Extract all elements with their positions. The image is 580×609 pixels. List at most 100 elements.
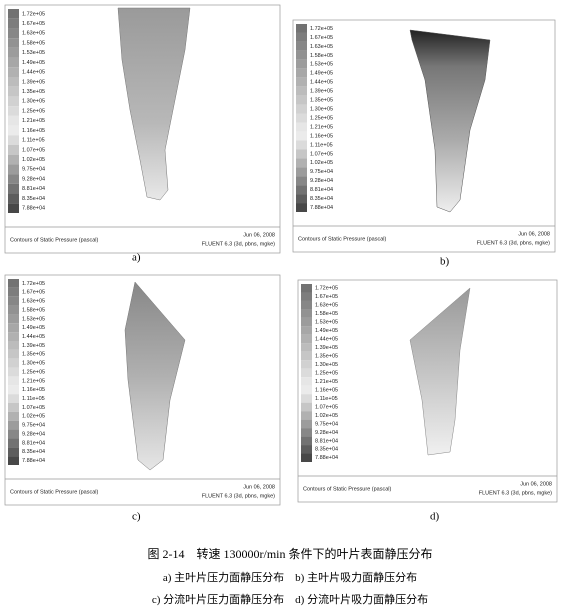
colorbar-label: 1.07e+05 [315, 404, 338, 410]
colorbar-swatch [301, 292, 312, 301]
colorbar-swatch [8, 403, 19, 412]
colorbar-label: 7.88e+04 [22, 458, 45, 464]
panel-label: c) [132, 511, 141, 523]
colorbar-label: 1.49e+05 [22, 60, 45, 66]
blade-contour [409, 287, 471, 456]
colorbar-swatch [296, 149, 307, 159]
colorbar-label: 1.11e+05 [315, 396, 338, 402]
colorbar-label: 1.35e+05 [22, 89, 45, 95]
colorbar-label: 1.11e+05 [22, 396, 45, 402]
colorbar-label: 1.72e+05 [310, 26, 333, 32]
footer-solver: FLUENT 6.3 (3d, pbns, mgke) [477, 240, 550, 246]
colorbar-swatch [8, 296, 19, 306]
caption-line: c) 分流叶片压力面静压分布 d) 分流叶片吸力面静压分布 [151, 594, 429, 606]
colorbar-label: 1.39e+05 [22, 343, 45, 349]
colorbar-label: 1.30e+05 [22, 361, 45, 367]
colorbar-swatch [301, 394, 312, 403]
footer-title: Contours of Static Pressure (pascal) [303, 486, 392, 492]
colorbar-label: 1.25e+05 [22, 108, 45, 114]
colorbar-swatch [296, 131, 307, 141]
colorbar-swatch [8, 164, 19, 175]
colorbar-label: 1.53e+05 [22, 50, 45, 56]
colorbar-swatch [296, 68, 307, 78]
colorbar-label: 1.58e+05 [310, 53, 333, 59]
colorbar-swatch [8, 47, 19, 58]
colorbar-swatch [301, 411, 312, 420]
panel-label: b) [440, 256, 450, 268]
blade-contour [124, 281, 186, 471]
colorbar-swatch [8, 174, 19, 184]
colorbar-swatch [296, 86, 307, 96]
colorbar-swatch [296, 59, 307, 69]
colorbar-label: 1.25e+05 [22, 369, 45, 375]
colorbar-swatch [296, 140, 307, 150]
colorbar-label: 7.88e+04 [310, 205, 333, 211]
colorbar-swatch [8, 314, 19, 324]
panel-frame [4, 274, 281, 506]
colorbar-label: 9.28e+04 [22, 176, 45, 182]
colorbar-label: 1.49e+05 [315, 328, 338, 334]
footer-title: Contours of Static Pressure (pascal) [10, 237, 99, 243]
colorbar-label: 1.25e+05 [310, 115, 333, 121]
caption-line: a) 主叶片压力面静压分布 b) 主叶片吸力面静压分布 [162, 572, 418, 584]
colorbar-label: 1.02e+05 [22, 157, 45, 163]
colorbar-label: 1.16e+05 [22, 387, 45, 393]
colorbar-label: 8.81e+04 [22, 186, 45, 192]
colorbar-swatch [301, 377, 312, 386]
footer-solver: FLUENT 6.3 (3d, pbns, mgke) [479, 490, 552, 496]
colorbar-swatch [8, 28, 19, 39]
colorbar-label: 8.35e+04 [310, 196, 333, 202]
colorbar-swatch [8, 323, 19, 333]
colorbar-swatch [8, 385, 19, 395]
colorbar-label: 1.11e+05 [310, 142, 333, 148]
panel-frame [292, 19, 556, 253]
colorbar-swatch [8, 394, 19, 403]
colorbar-label: 1.49e+05 [310, 71, 333, 77]
colorbar-label: 1.21e+05 [315, 379, 338, 385]
colorbar-label: 9.75e+04 [22, 423, 45, 429]
colorbar-swatch [296, 185, 307, 195]
colorbar-label: 9.28e+04 [315, 430, 338, 436]
colorbar-swatch [8, 438, 19, 448]
colorbar-swatch [8, 135, 19, 145]
colorbar-label: 1.63e+05 [22, 299, 45, 305]
colorbar-label: 8.35e+04 [22, 449, 45, 455]
figure-panels: 1.72e+05 1.67e+05 1.63e+05 1.58e+05 1.53e+05… [4, 4, 558, 523]
colorbar-swatch [8, 287, 19, 297]
colorbar-swatch [301, 419, 312, 429]
colorbar-label: 9.75e+04 [310, 169, 333, 175]
colorbar-label: 1.44e+05 [22, 70, 45, 76]
colorbar-label: 1.21e+05 [310, 124, 333, 130]
colorbar-swatch [301, 334, 312, 344]
colorbar-swatch [8, 305, 19, 315]
footer-solver: FLUENT 6.3 (3d, pbns, mgke) [202, 493, 275, 499]
colorbar-swatch [8, 86, 19, 97]
colorbar-swatch [296, 158, 307, 168]
colorbar-label: 1.58e+05 [315, 311, 338, 317]
colorbar-swatch [8, 349, 19, 359]
colorbar-swatch [8, 183, 19, 194]
colorbar-swatch [301, 402, 312, 412]
colorbar-swatch [296, 104, 307, 114]
colorbar-swatch [301, 300, 312, 310]
colorbar-label: 1.30e+05 [310, 107, 333, 113]
colorbar-swatch [8, 9, 19, 19]
blade-contour [409, 29, 491, 213]
colorbar-swatch [301, 343, 312, 352]
colorbar-swatch [8, 420, 19, 430]
caption-title: 图 2-14 转速 130000r/min 条件下的叶片表面静压分布 [147, 547, 433, 561]
colorbar-swatch [8, 38, 19, 48]
colorbar-swatch [296, 122, 307, 132]
colorbar-label: 1.58e+05 [22, 307, 45, 313]
colorbar-label: 7.88e+04 [22, 206, 45, 212]
colorbar-swatch [8, 376, 19, 386]
colorbar-swatch [301, 445, 312, 454]
colorbar-label: 1.58e+05 [22, 40, 45, 46]
colorbar-swatch [296, 194, 307, 204]
colorbar-label: 7.88e+04 [315, 455, 338, 461]
colorbar-swatch [296, 50, 307, 60]
colorbar-label: 1.16e+05 [310, 133, 333, 139]
colorbar-swatch [8, 77, 19, 87]
colorbar-label: 1.72e+05 [22, 281, 45, 287]
